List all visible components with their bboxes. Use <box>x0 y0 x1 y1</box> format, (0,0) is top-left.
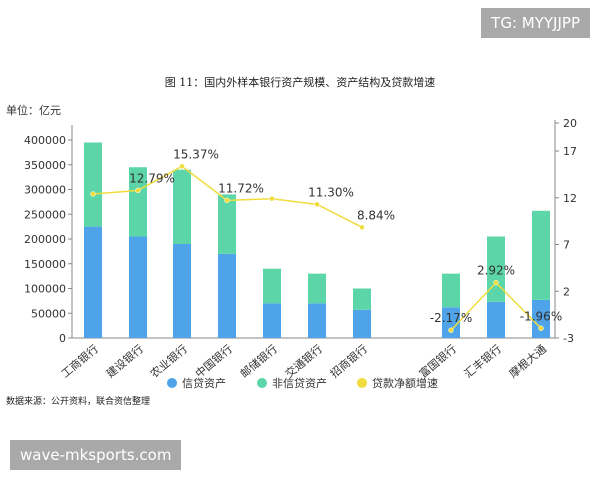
y-tick-label: 250000 <box>24 208 66 221</box>
x-tick-label: 建设银行 <box>103 342 146 381</box>
bar-credit-7 <box>442 307 460 338</box>
y-tick-label: 150000 <box>24 258 66 271</box>
x-tick-label: 中国银行 <box>192 342 235 381</box>
bar-credit-9 <box>532 299 550 338</box>
y-tick-label: 0 <box>59 332 66 345</box>
growth-label-2: 15.37% <box>173 147 219 161</box>
x-tick-label: 工商银行 <box>58 342 101 381</box>
growth-point-7 <box>448 327 454 333</box>
y2-tick-label: -3 <box>563 332 574 345</box>
chart-title: 图 11：国内外样本银行资产规模、资产结构及贷款增速 <box>164 76 436 89</box>
legend-label-1: 非信贷资产 <box>272 376 327 390</box>
y-tick-label: 350000 <box>24 159 66 172</box>
bar-credit-3 <box>218 253 236 338</box>
x-tick-label: 汇丰银行 <box>461 342 504 381</box>
growth-point-4 <box>269 195 275 202</box>
y-tick-label: 50000 <box>31 307 66 320</box>
growth-point-9 <box>538 325 544 332</box>
unit-label: 单位：亿元 <box>6 104 61 117</box>
growth-point-5 <box>314 201 320 208</box>
bar-credit-0 <box>84 226 102 338</box>
growth-point-6 <box>359 224 365 231</box>
x-tick-label: 富国银行 <box>416 342 459 381</box>
x-tick-label: 摩根大通 <box>506 342 549 381</box>
y2-tick-label: 2 <box>563 285 570 298</box>
growth-label-8: 2.92% <box>477 264 515 278</box>
legend-marker-2 <box>357 378 367 388</box>
bar-noncredit-5 <box>308 273 326 304</box>
bar-noncredit-3 <box>218 194 236 254</box>
y-tick-label: 100000 <box>24 283 66 296</box>
growth-point-2 <box>179 163 185 170</box>
y2-tick-label: 12 <box>563 192 577 205</box>
bar-credit-2 <box>173 243 191 338</box>
x-tick-label: 招商银行 <box>327 342 370 381</box>
x-tick-label: 交通银行 <box>282 342 325 381</box>
legend-marker-1 <box>257 378 267 388</box>
growth-point-8 <box>493 279 499 286</box>
bar-credit-6 <box>353 309 371 338</box>
bar-noncredit-1 <box>129 167 147 237</box>
growth-label-1: 12.79% <box>129 171 175 185</box>
bar-noncredit-4 <box>263 268 281 304</box>
growth-label-9: -1.96% <box>520 309 562 323</box>
growth-label-6: 8.84% <box>357 208 395 222</box>
bar-credit-5 <box>308 303 326 338</box>
x-tick-label: 农业银行 <box>147 342 190 381</box>
y2-tick-label: 20 <box>563 117 577 130</box>
legend-label-0: 信贷资产 <box>182 376 226 390</box>
bar-noncredit-6 <box>353 288 371 310</box>
growth-label-7: -2.17% <box>430 311 472 325</box>
bar-noncredit-8 <box>487 236 505 302</box>
watermark-top: TG: MYYJJPP <box>481 8 590 38</box>
y2-tick-label: 17 <box>563 145 577 158</box>
watermark-bottom: wave-mksports.com <box>10 440 182 470</box>
bar-noncredit-0 <box>84 142 102 227</box>
bar-credit-4 <box>263 303 281 338</box>
y-tick-label: 400000 <box>24 134 66 147</box>
growth-point-3 <box>224 197 230 204</box>
x-tick-label: 邮储银行 <box>237 342 280 381</box>
growth-point-1 <box>135 187 141 194</box>
y2-tick-label: 7 <box>563 239 570 252</box>
growth-label-5: 11.30% <box>308 185 354 199</box>
growth-label-3: 11.72% <box>218 181 264 195</box>
bar-credit-8 <box>487 301 505 338</box>
bar-noncredit-9 <box>532 210 550 300</box>
y-tick-label: 200000 <box>24 233 66 246</box>
bar-noncredit-2 <box>173 169 191 244</box>
source-note: 数据来源：公开资料，联合资信整理 <box>6 397 151 407</box>
growth-point-0 <box>90 191 96 197</box>
chart: 0 50000 100000 150000 200000 250000 300000 3500… <box>24 117 577 390</box>
bar-noncredit-7 <box>442 273 460 308</box>
legend-label-2: 贷款净额增速 <box>372 376 438 390</box>
bar-credit-1 <box>129 236 147 338</box>
y-tick-label: 300000 <box>24 184 66 197</box>
legend-marker-0 <box>167 378 177 388</box>
